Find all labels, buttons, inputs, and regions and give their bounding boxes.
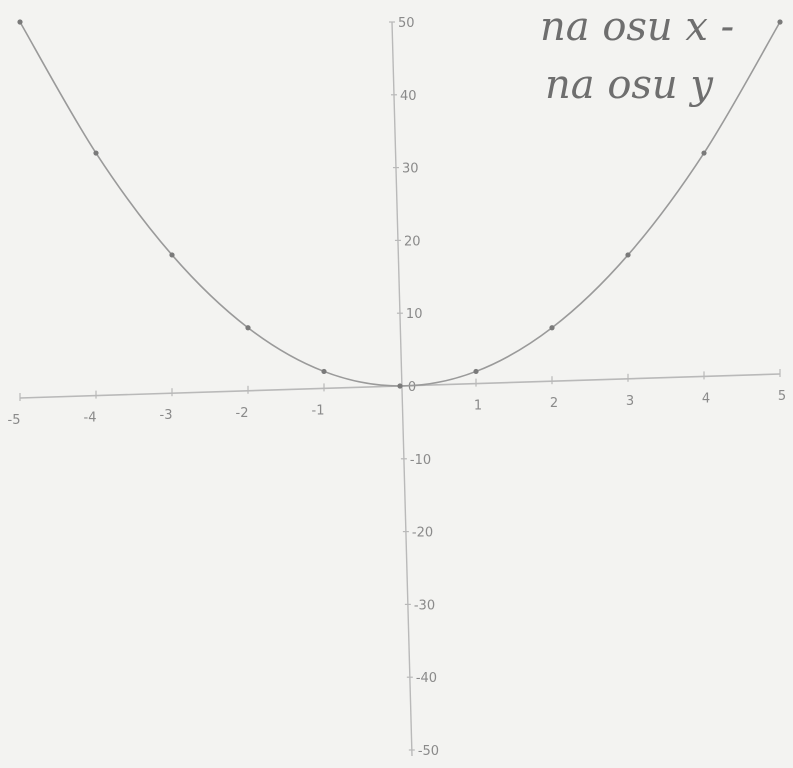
data-point: [93, 150, 99, 156]
data-point: [625, 252, 631, 258]
y-tick-label: -20: [412, 526, 433, 541]
data-point: [17, 19, 23, 25]
data-point: [549, 325, 555, 331]
x-tick-label: -3: [160, 408, 173, 423]
y-tick-label: 10: [406, 307, 423, 322]
x-tick-label: 3: [626, 394, 634, 409]
data-point: [777, 19, 783, 25]
axes: [19, 21, 781, 757]
x-tick-label: 2: [550, 396, 558, 411]
x-tick-label: -5: [8, 413, 21, 428]
y-axis: [391, 21, 413, 757]
y-tick-label: -10: [410, 453, 431, 468]
data-point: [245, 325, 251, 331]
y-ticks: 50 40 30 20 10 0 -10 -20 -30 -40 -50: [389, 16, 439, 759]
note-line-2: na osu y: [545, 62, 714, 108]
x-ticks: -5 -4 -3 -2 -1 1 2 3 4 5: [8, 369, 786, 428]
x-tick-label: 1: [474, 399, 482, 414]
data-point: [169, 252, 175, 258]
x-tick-label: -2: [236, 406, 249, 421]
x-tick-label: 5: [778, 389, 786, 404]
y-tick-label: 30: [402, 162, 419, 177]
note-line-1: na osu x -: [540, 4, 734, 50]
x-tick-label: -1: [312, 403, 325, 418]
x-tick-label: 4: [702, 391, 710, 406]
y-tick-label: -50: [418, 744, 439, 759]
y-tick-label: -40: [416, 671, 437, 686]
y-tick-label: 40: [400, 89, 417, 104]
data-point: [701, 150, 707, 156]
data-point: [321, 368, 327, 375]
y-tick-label: 20: [404, 234, 421, 249]
y-tick-label: -30: [414, 598, 435, 613]
series: [17, 19, 783, 389]
x-tick-label: -4: [84, 411, 97, 426]
y-tick-label: 50: [398, 16, 415, 31]
data-point: [473, 368, 479, 375]
y-tick-label: 0: [408, 380, 416, 395]
data-point: [397, 383, 403, 389]
